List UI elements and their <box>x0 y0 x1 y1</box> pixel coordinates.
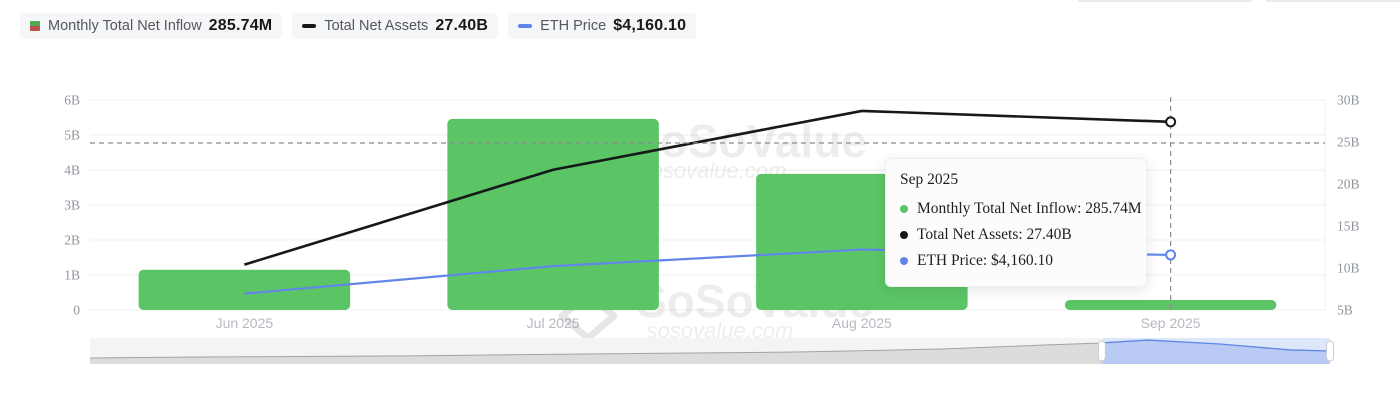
left-axis-tick: 4B <box>64 163 80 178</box>
legend-label: Total Net Assets <box>324 18 429 34</box>
brush-handle-left[interactable] <box>1097 340 1106 362</box>
tooltip-row-text: ETH Price: $4,160.10 <box>917 252 1054 269</box>
tooltip-title: Sep 2025 <box>900 171 959 188</box>
tooltip-row-net-assets: Total Net Assets: 27.40B <box>900 222 1130 248</box>
net-assets-line-swatch-icon <box>302 24 317 28</box>
eth-price-active-marker[interactable] <box>1165 249 1177 261</box>
brush-handle-right[interactable] <box>1326 340 1334 362</box>
legend-item-total-net-assets[interactable]: Total Net Assets 27.40B <box>292 13 499 39</box>
inflow-swatch-green-half <box>30 21 40 26</box>
bar-jul-2025[interactable] <box>447 118 659 311</box>
legend-value: 285.74M <box>208 17 273 34</box>
tooltip-row-text: Total Net Assets: 27.40B <box>917 226 1072 243</box>
tooltip-row-inflow: Monthly Total Net Inflow: 285.74M <box>900 196 1142 222</box>
x-axis-label: Sep 2025 <box>1141 315 1201 331</box>
inflow-bar-swatch-icon <box>30 21 40 31</box>
left-axis-tick: 1B <box>64 268 80 283</box>
right-axis-tick: 10B <box>1337 261 1360 276</box>
x-axis-label: Aug 2025 <box>832 315 892 331</box>
chart-legend: Monthly Total Net Inflow 285.74M Total N… <box>20 13 697 39</box>
svg-text:SoSoValue: SoSoValue <box>629 115 867 167</box>
blue-dot-icon <box>900 257 908 265</box>
brush-selected-line <box>1101 339 1330 352</box>
left-axis-tick: 2B <box>64 233 80 248</box>
tooltip-row-eth-price: ETH Price: $4,160.10 <box>900 248 1130 274</box>
legend-item-monthly-net-inflow[interactable]: Monthly Total Net Inflow 285.74M <box>20 13 283 39</box>
left-axis-tick: 5B <box>64 128 80 143</box>
net-assets-active-marker[interactable] <box>1165 116 1177 128</box>
tooltip-row-text: Monthly Total Net Inflow: 285.74M <box>917 200 1142 217</box>
total-net-assets-line[interactable] <box>243 109 1171 266</box>
left-axis-tick: 3B <box>64 198 80 213</box>
legend-item-eth-price[interactable]: ETH Price $4,160.10 <box>508 13 697 39</box>
legend-label: ETH Price <box>540 18 607 34</box>
tooltip: Sep 2025 Monthly Total Net Inflow: 285.7… <box>885 158 1147 287</box>
top-edge-divider-right <box>1266 0 1400 2</box>
right-axis-tick: 20B <box>1337 177 1360 192</box>
legend-value: 27.40B <box>435 17 489 34</box>
right-axis-tick: 15B <box>1337 219 1360 234</box>
top-edge-divider-left <box>1078 0 1252 2</box>
left-axis-tick: 0 <box>73 303 80 318</box>
right-axis-tick: 5B <box>1337 303 1353 318</box>
legend-value: $4,160.10 <box>613 17 687 34</box>
legend-label: Monthly Total Net Inflow <box>48 18 202 34</box>
left-axis-tick: 6B <box>64 93 80 108</box>
eth-price-line-swatch-icon <box>518 24 533 28</box>
inflow-swatch-red-half <box>30 26 40 31</box>
x-axis-label: Jul 2025 <box>527 315 580 331</box>
right-axis-tick: 30B <box>1337 93 1360 108</box>
brush-selected-area <box>1101 340 1330 364</box>
green-dot-icon <box>900 205 908 213</box>
bar-jun-2025[interactable] <box>138 269 351 310</box>
black-dot-icon <box>900 231 908 239</box>
x-axis-label: Jun 2025 <box>216 315 274 331</box>
right-axis-tick: 25B <box>1337 135 1360 150</box>
